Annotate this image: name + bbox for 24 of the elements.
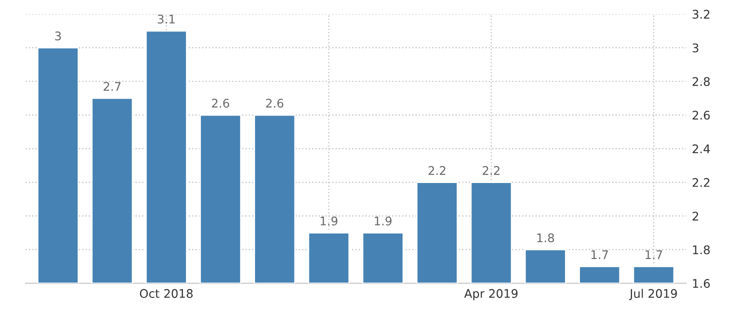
data-label: 3 xyxy=(55,31,61,40)
y-tick-label: 3 xyxy=(692,43,698,52)
data-label: 1.7 xyxy=(646,250,662,259)
x-tick-label: Jul 2019 xyxy=(629,288,677,300)
data-label: 2.6 xyxy=(212,98,230,108)
data-label: 3.1 xyxy=(158,14,175,24)
data-label: 2.7 xyxy=(104,82,121,91)
x-tick-label: Oct 2018 xyxy=(140,289,193,298)
y-tick-label: 2.4 xyxy=(692,144,710,154)
y-tick-label: 2 xyxy=(692,212,698,220)
x-tick-label: Apr 2019 xyxy=(464,289,518,300)
data-label: 2.2 xyxy=(482,166,500,175)
data-label: 2.6 xyxy=(266,98,284,108)
y-tick-label: 3.2 xyxy=(692,10,710,19)
y-tick-label: 2.6 xyxy=(692,110,710,120)
data-label: 2.2 xyxy=(428,166,446,175)
y-tick-label: 2.8 xyxy=(692,77,710,86)
y-tick-label: 1.8 xyxy=(693,245,710,254)
data-label: 1.7 xyxy=(591,250,608,259)
data-label: 1.9 xyxy=(320,216,338,226)
data-label: 1.8 xyxy=(537,233,554,242)
data-label: 1.9 xyxy=(374,216,392,226)
y-tick-label: 1.6 xyxy=(693,278,710,288)
y-tick-label: 2.2 xyxy=(692,178,710,187)
